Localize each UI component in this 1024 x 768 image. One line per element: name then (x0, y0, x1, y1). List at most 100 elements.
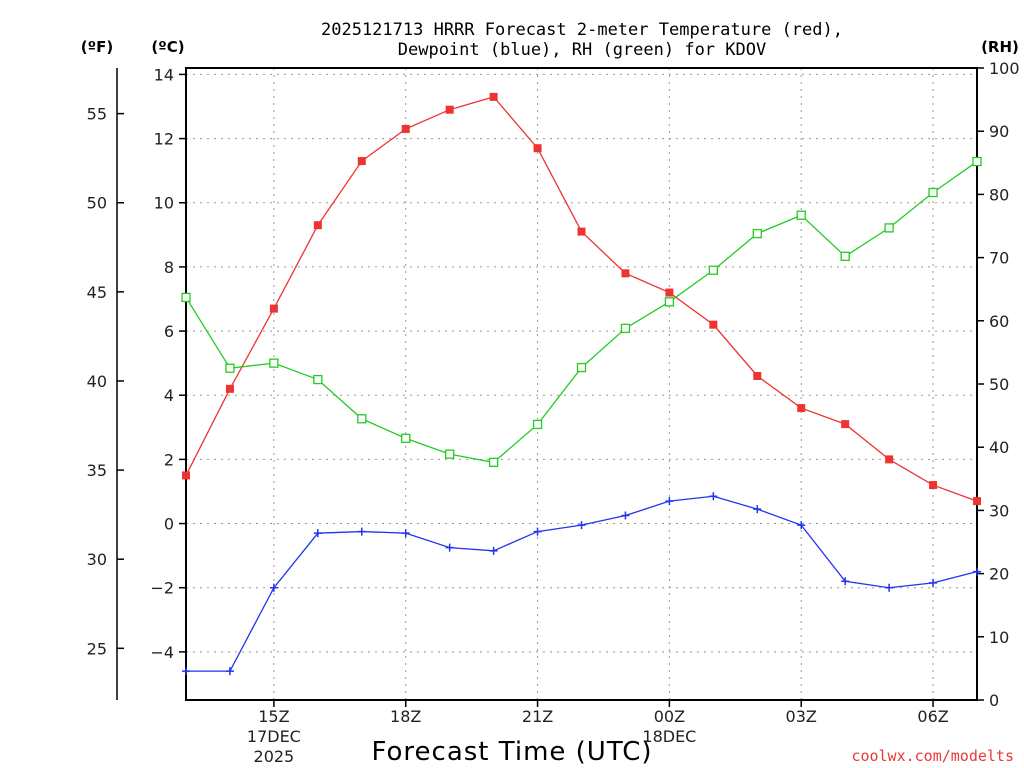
celsius-tick-label: −2 (150, 579, 174, 598)
fahrenheit-tick-label: 50 (87, 194, 107, 213)
dewpoint-point (841, 577, 850, 586)
rh-point (972, 156, 982, 167)
credit-label: coolwx.com/modelts (851, 747, 1014, 765)
temperature-point (885, 455, 894, 464)
rh-unit-label: (RH) (981, 38, 1019, 56)
rh-point (532, 419, 543, 430)
grid-lines (186, 68, 977, 700)
celsius-tick-label: 4 (164, 386, 174, 405)
rh-point (796, 210, 806, 220)
temperature-point (225, 384, 234, 393)
x-tick-sublabel: 2025 (254, 747, 295, 766)
fahrenheit-tick-label: 25 (87, 639, 107, 658)
x-tick-label: 00Z (654, 707, 685, 726)
axes: −4 −2 0 2 4 6 8 10 12 14 25 30 35 40 45 50 55 0 10 20 30 40 50… (87, 59, 1020, 766)
rh-point (488, 457, 499, 468)
celsius-tick-label: 12 (154, 130, 174, 149)
dewpoint-point (709, 492, 718, 501)
rh-tick-label: 70 (989, 249, 1009, 268)
temperature-point (973, 497, 981, 506)
rh-tick-label: 60 (989, 312, 1009, 331)
rh-point (884, 223, 894, 233)
x-tick-sublabel: 18DEC (642, 727, 696, 746)
x-tick-label: 15Z (258, 707, 289, 726)
dewpoint-point (577, 521, 586, 530)
rh-line (185, 161, 978, 464)
rh-tick-label: 30 (989, 501, 1009, 520)
rh-tick-label: 40 (989, 438, 1009, 457)
rh-point (401, 433, 411, 444)
temperature-point (753, 371, 762, 380)
temperature-point (929, 481, 938, 490)
temperature-point (357, 157, 366, 166)
dewpoint-point (313, 529, 322, 538)
celsius-tick-label: 14 (154, 65, 174, 84)
fahrenheit-tick-label: 40 (87, 372, 107, 391)
rh-point (313, 374, 323, 385)
rh-point (708, 265, 718, 275)
x-tick-label: 21Z (522, 707, 553, 726)
fahrenheit-unit-label: (ºF) (81, 38, 113, 56)
rh-point (181, 292, 191, 303)
dewpoint-point (621, 511, 630, 520)
x-tick-label: 18Z (390, 707, 421, 726)
plot-frame (185, 67, 978, 701)
temperature-point (269, 304, 278, 313)
dewpoint-point (182, 667, 190, 676)
temperature-point (533, 144, 542, 153)
rh-tick-label: 80 (989, 185, 1009, 204)
x-tick-label: 06Z (917, 707, 948, 726)
dewpoint-point (973, 567, 981, 576)
fahrenheit-tick-label: 55 (87, 105, 107, 124)
rh-point (620, 323, 631, 334)
rh-point (752, 228, 762, 239)
temperature-point (445, 105, 454, 114)
temperature-point (709, 320, 718, 329)
rh-tick-label: 20 (989, 565, 1009, 584)
fahrenheit-tick-label: 35 (87, 461, 107, 480)
temperature-point (621, 269, 630, 278)
rh-tick-label: 100 (989, 59, 1020, 78)
temperature-point (182, 471, 190, 480)
celsius-tick-label: 6 (164, 322, 174, 341)
dewpoint-point (225, 667, 234, 676)
fahrenheit-tick-label: 30 (87, 550, 107, 569)
dewpoint-point (885, 583, 894, 592)
rh-tick-label: 0 (989, 691, 999, 710)
dewpoint-point (665, 497, 674, 506)
x-axis-label: Forecast Time (UTC) (371, 737, 652, 767)
celsius-unit-label: (ºC) (151, 38, 184, 56)
dewpoint-point (401, 529, 410, 538)
temperature-point (665, 288, 674, 297)
rh-point (576, 362, 587, 373)
temperature-point (577, 227, 586, 236)
temperature-point (489, 92, 498, 101)
rh-point (225, 363, 235, 373)
series-layer (181, 92, 982, 676)
dewpoint-point (445, 543, 454, 552)
celsius-tick-label: −4 (150, 643, 174, 662)
temperature-point (313, 221, 322, 230)
rh-tick-label: 50 (989, 375, 1009, 394)
rh-point (840, 251, 850, 261)
temperature-point (797, 404, 806, 413)
dewpoint-point (929, 578, 938, 587)
rh-point (928, 187, 938, 198)
chart-title-line1: 2025121713 HRRR Forecast 2-meter Tempera… (321, 20, 843, 40)
temperature-point (401, 124, 410, 133)
fahrenheit-tick-label: 45 (87, 283, 107, 302)
rh-point (445, 449, 455, 459)
temperature-point (841, 420, 850, 429)
rh-tick-label: 10 (989, 628, 1009, 647)
x-tick-label: 03Z (786, 707, 817, 726)
celsius-tick-label: 8 (164, 258, 174, 277)
dewpoint-point (269, 583, 278, 592)
celsius-tick-label: 2 (164, 450, 174, 469)
x-tick-sublabel: 17DEC (247, 727, 301, 746)
dewpoint-point (489, 546, 498, 555)
rh-tick-label: 90 (989, 122, 1009, 141)
temperature-line (185, 96, 978, 502)
celsius-tick-label: 0 (164, 515, 174, 534)
dewpoint-point (357, 527, 366, 536)
